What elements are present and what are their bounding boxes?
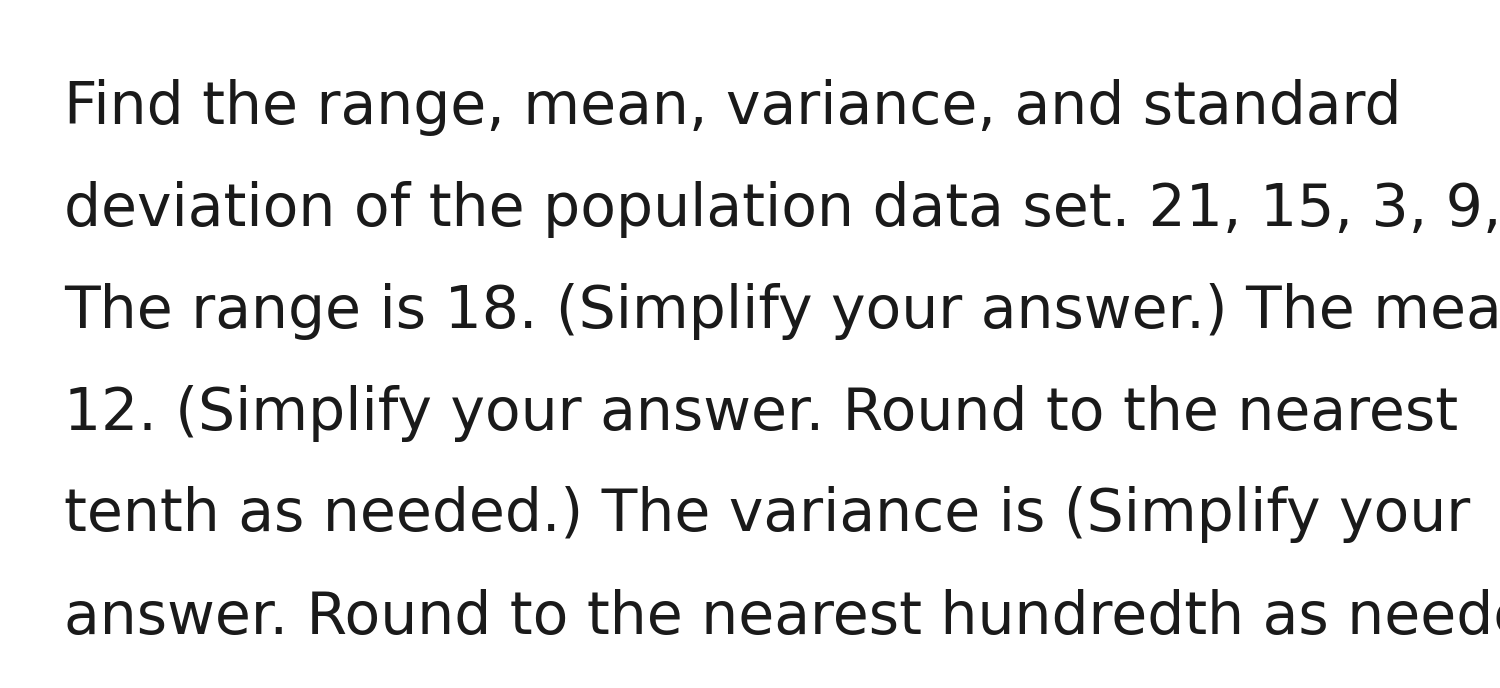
Text: tenth as needed.) The variance is (Simplify your: tenth as needed.) The variance is (Simpl… — [64, 486, 1470, 544]
Text: Find the range, mean, variance, and standard: Find the range, mean, variance, and stan… — [64, 79, 1402, 136]
Text: answer. Round to the nearest hundredth as needed.): answer. Round to the nearest hundredth a… — [64, 588, 1500, 645]
Text: 12. (Simplify your answer. Round to the nearest: 12. (Simplify your answer. Round to the … — [64, 385, 1458, 442]
Text: deviation of the population data set. 21, 15, 3, 9, 12.: deviation of the population data set. 21… — [64, 181, 1500, 238]
Text: The range is 18. (Simplify your answer.) The mean is: The range is 18. (Simplify your answer.)… — [64, 283, 1500, 340]
